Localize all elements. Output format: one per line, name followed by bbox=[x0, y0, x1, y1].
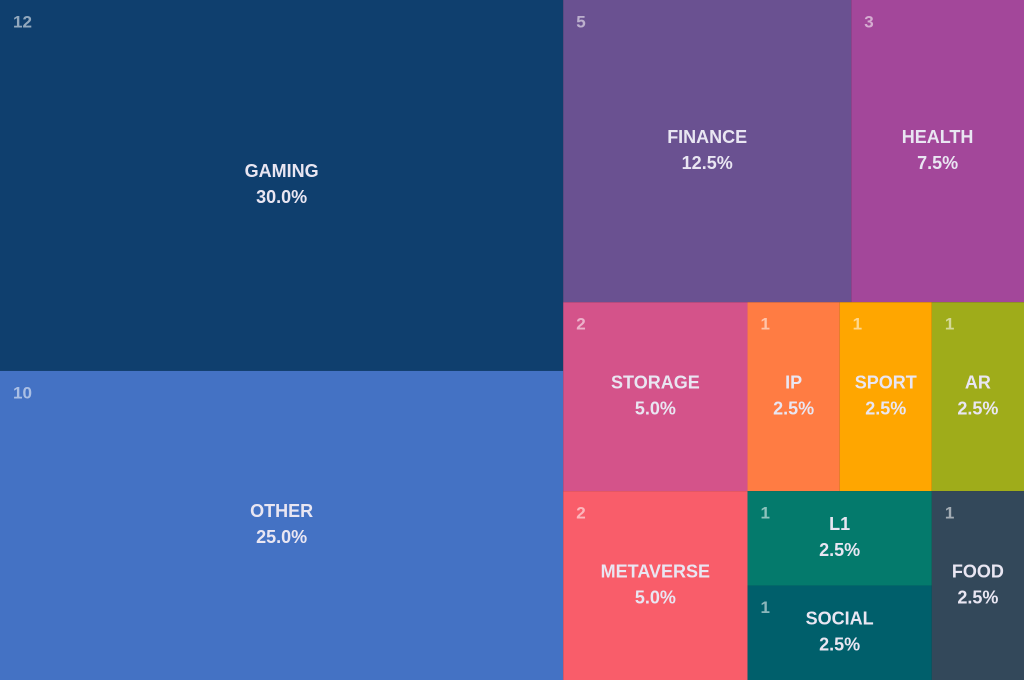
tile bbox=[931, 302, 1024, 492]
tile-percent: 2.5% bbox=[957, 587, 998, 607]
tile bbox=[563, 0, 852, 303]
tile-name: METAVERSE bbox=[601, 561, 710, 581]
tile-count: 3 bbox=[864, 12, 873, 31]
tile bbox=[0, 370, 564, 680]
tile-count: 1 bbox=[761, 598, 770, 617]
tile bbox=[851, 0, 1024, 303]
tile-name: L1 bbox=[829, 514, 850, 534]
tile-name: IP bbox=[785, 372, 802, 392]
tile-percent: 2.5% bbox=[865, 398, 906, 418]
tile-count: 10 bbox=[13, 383, 32, 402]
tile bbox=[747, 491, 932, 586]
tile-name: AR bbox=[965, 372, 991, 392]
tile-count: 2 bbox=[576, 504, 585, 523]
tile-count: 1 bbox=[945, 315, 954, 334]
tile-percent: 30.0% bbox=[256, 187, 307, 207]
tile-percent: 25.0% bbox=[256, 527, 307, 547]
tile-percent: 12.5% bbox=[682, 153, 733, 173]
tile-count: 5 bbox=[576, 12, 585, 31]
tile-count: 1 bbox=[945, 504, 954, 523]
tile-count: 1 bbox=[761, 315, 770, 334]
tile-name: SOCIAL bbox=[806, 609, 874, 629]
tile-percent: 5.0% bbox=[635, 587, 676, 607]
tile-name: FINANCE bbox=[667, 127, 747, 147]
tile-name: FOOD bbox=[952, 561, 1004, 581]
tile-name: SPORT bbox=[855, 372, 917, 392]
tile-name: GAMING bbox=[245, 161, 319, 181]
tile-name: STORAGE bbox=[611, 372, 700, 392]
tile bbox=[931, 491, 1024, 680]
tile-percent: 2.5% bbox=[957, 398, 998, 418]
tile-count: 2 bbox=[576, 315, 585, 334]
tile-percent: 7.5% bbox=[917, 153, 958, 173]
tile-percent: 2.5% bbox=[819, 635, 860, 655]
tile bbox=[0, 0, 564, 371]
tile-percent: 2.5% bbox=[773, 398, 814, 418]
tile bbox=[747, 302, 840, 492]
tile bbox=[747, 585, 932, 680]
tile bbox=[563, 302, 748, 492]
tile-name: OTHER bbox=[250, 501, 313, 521]
tile-count: 1 bbox=[761, 504, 770, 523]
tile-percent: 5.0% bbox=[635, 398, 676, 418]
tile-count: 12 bbox=[13, 12, 32, 31]
tile-count: 1 bbox=[853, 315, 862, 334]
tile bbox=[563, 491, 748, 680]
tile bbox=[839, 302, 932, 492]
tile-percent: 2.5% bbox=[819, 540, 860, 560]
tile-name: HEALTH bbox=[902, 127, 974, 147]
